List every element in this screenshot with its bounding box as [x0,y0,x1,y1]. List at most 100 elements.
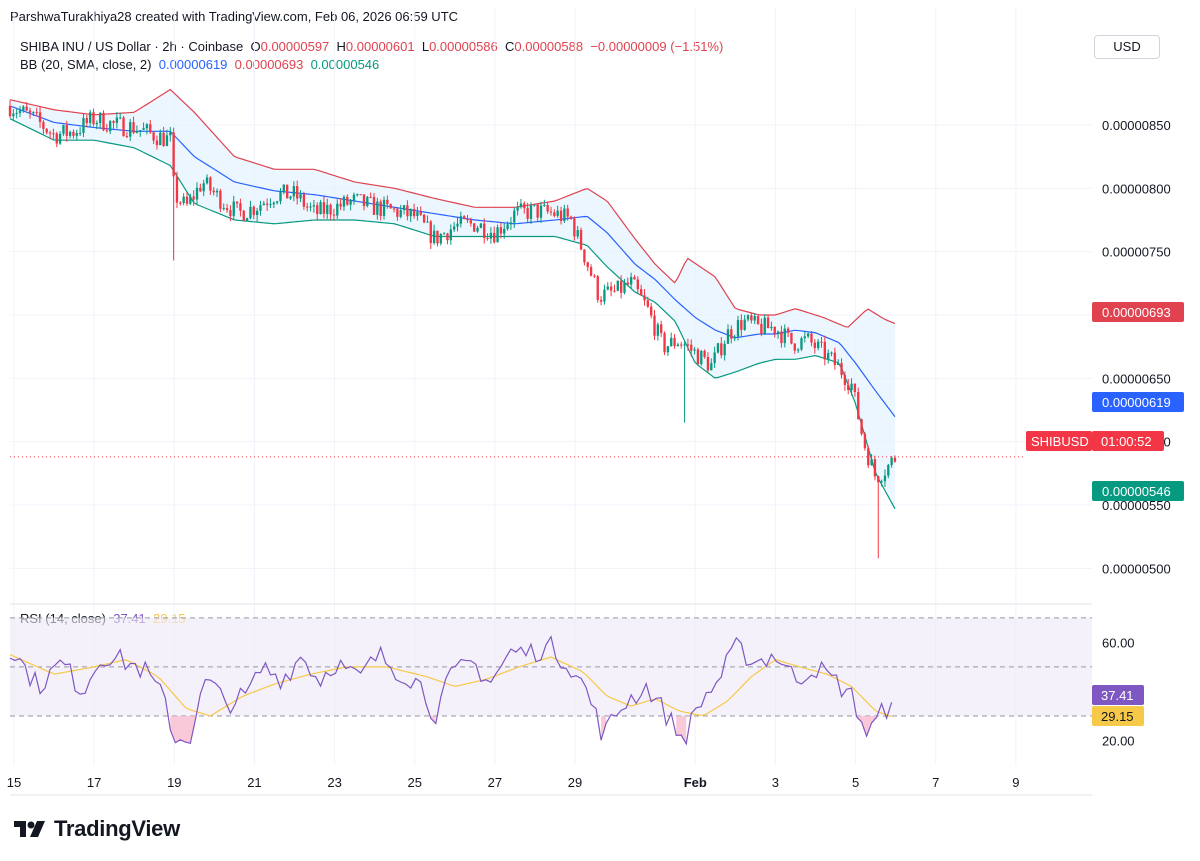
candle-body [653,315,656,336]
candle-body [139,130,142,132]
price-tags: 0.00000693 0.00000619 SHIBUSD 01:00:52 0… [1026,302,1184,726]
candle-body [52,133,55,135]
candle-body [516,206,519,211]
candle-body [185,196,189,204]
bb-basis-value: 0.00000619 [158,57,228,72]
candle-body [172,132,175,177]
candle-body [686,344,690,346]
candle-body [623,282,626,293]
candle-body [599,299,603,302]
candle-body [249,206,252,219]
candle-body [85,118,88,123]
candle-body [175,176,179,203]
rsi-oversold-fill [676,715,687,744]
candle-body [12,113,15,117]
candle-body [690,344,693,351]
candle-body [796,349,800,351]
candle-body [95,122,98,125]
candle-body [643,295,646,301]
candle-body [593,275,596,277]
candle-body [189,196,192,204]
candle-body [857,392,860,420]
rsi-ma-line [9,654,892,718]
candle-body [573,218,576,237]
candle-body [105,130,109,132]
candle-body [569,216,573,219]
candle-body [326,204,329,214]
candle-body [526,208,529,219]
candle-body [880,481,883,483]
bb-upper-value: 0.00000693 [234,57,304,72]
open-label: O [250,39,261,54]
lower-band-tag-text: 0.00000546 [1102,484,1171,499]
candle-body [272,202,275,205]
candle-body [493,232,496,243]
candle-body [576,230,579,237]
price-tick-label: 0.00000850 [1102,118,1171,133]
candle-body [195,187,199,200]
candle-body [25,106,28,111]
candle-body [636,279,639,290]
candle-body [252,206,255,216]
candle-body [790,332,793,344]
candle-body [650,306,653,316]
bb-lower-line [9,118,896,510]
currency-button[interactable]: USD [1094,35,1160,59]
high-value: 0.00000601 [345,39,415,54]
candle-body [265,203,269,205]
candle-body [546,204,549,212]
upper-band-tag-text: 0.00000693 [1102,305,1171,320]
candle-body [42,122,45,129]
time-tick-label: 19 [167,775,181,790]
bollinger-legend[interactable]: BB (20, SMA, close, 2) 0.00000619 0.0000… [20,57,379,72]
symbol-legend[interactable]: SHIBA INU / US Dollar · 2h · Coinbase O0… [20,39,723,54]
candle-body [696,349,700,365]
candle-body [382,199,386,217]
candle-body [743,319,746,330]
rsi-oversold-fill [170,715,196,744]
low-value: 0.00000586 [429,39,498,54]
time-tick-label: 17 [87,775,101,790]
candle-body [259,205,262,211]
candle-body [205,177,209,184]
candle-body [873,459,877,477]
candle-body [503,228,506,234]
candle-body [723,343,726,356]
candle-body [32,112,35,114]
candle-body [499,227,503,234]
upper-band-tag: 0.00000693 [1092,302,1184,322]
candle-body [893,457,897,462]
candle-body [583,249,586,263]
time-axis[interactable]: 15 17 19 21 23 25 27 29 Feb 3 5 7 9 [7,775,1092,796]
time-tick-label: 21 [247,775,261,790]
candle-body [299,194,302,199]
candle-body [219,190,222,209]
candle-body [72,131,75,136]
candle-body [720,343,723,356]
candle-body [863,433,867,449]
candle-body [242,210,245,221]
candle-body [436,230,439,244]
candle-body [760,323,763,335]
candle-body [860,419,863,434]
candle-body [275,201,279,203]
candle-body [142,128,145,131]
rsi-ma-tag-text: 29.15 [1101,709,1134,724]
candle-body [616,280,619,291]
candle-body [78,132,82,134]
candle-body [356,194,359,196]
tradingview-logo[interactable]: TradingView [14,816,180,842]
bb-basis-line [9,105,896,418]
candle-body [48,132,52,134]
candle-body [432,230,436,244]
candle-body [282,184,286,192]
candle-body [222,208,225,210]
candle-body [693,349,696,351]
candle-body [452,226,456,230]
candle-body [429,221,432,244]
candle-body [369,196,372,198]
low-label: L [421,39,430,54]
candle-body [38,112,42,123]
candle-body [68,131,72,136]
